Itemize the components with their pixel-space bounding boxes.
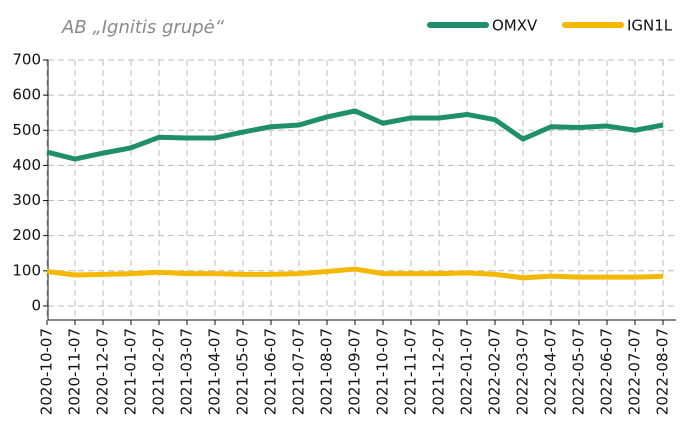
y-tick-label: 400 <box>12 156 41 174</box>
x-tick-label: 2022-01-07 <box>458 328 476 415</box>
x-tick-label: 2022-04-07 <box>542 328 560 415</box>
x-tick-label: 2022-08-07 <box>654 328 672 415</box>
y-tick-label: 500 <box>12 121 41 139</box>
x-tick-label: 2020-12-07 <box>94 328 112 415</box>
x-tick-label: 2021-11-07 <box>402 328 420 415</box>
x-tick-label: 2021-04-07 <box>206 328 224 415</box>
y-tick-label: 300 <box>12 191 41 209</box>
x-tick-label: 2021-07-07 <box>290 328 308 415</box>
y-tick-label: 700 <box>12 51 41 69</box>
x-tick-label: 2021-02-07 <box>150 328 168 415</box>
series-line <box>46 266 664 281</box>
x-tick-label: 2021-09-07 <box>346 328 364 415</box>
x-tick-label: 2021-08-07 <box>318 328 336 415</box>
y-tick-label: 200 <box>12 226 41 244</box>
chart-title: AB „Ignitis grupė“ <box>61 17 225 38</box>
x-tick-label: 2022-07-07 <box>626 328 644 415</box>
x-tick-label: 2021-05-07 <box>234 328 252 415</box>
x-tick-label: 2020-10-07 <box>38 328 56 415</box>
x-tick-label: 2021-01-07 <box>122 328 140 415</box>
x-tick-label: 2022-02-07 <box>486 328 504 415</box>
series-line <box>46 108 664 162</box>
y-tick-label: 100 <box>12 261 41 279</box>
x-tick-label: 2021-03-07 <box>178 328 196 415</box>
y-tick-label: 0 <box>31 296 41 314</box>
x-tick-label: 2022-03-07 <box>514 328 532 415</box>
legend-label: OMXV <box>492 17 538 35</box>
x-tick-label: 2021-10-07 <box>374 328 392 415</box>
x-tick-label: 2020-11-07 <box>66 328 84 415</box>
x-tick-label: 2021-12-07 <box>430 328 448 415</box>
x-tick-label: 2022-06-07 <box>598 328 616 415</box>
y-tick-label: 600 <box>12 86 41 104</box>
legend-label: IGN1L <box>627 17 673 35</box>
x-tick-label: 2021-06-07 <box>262 328 280 415</box>
x-tick-label: 2022-05-07 <box>570 328 588 415</box>
